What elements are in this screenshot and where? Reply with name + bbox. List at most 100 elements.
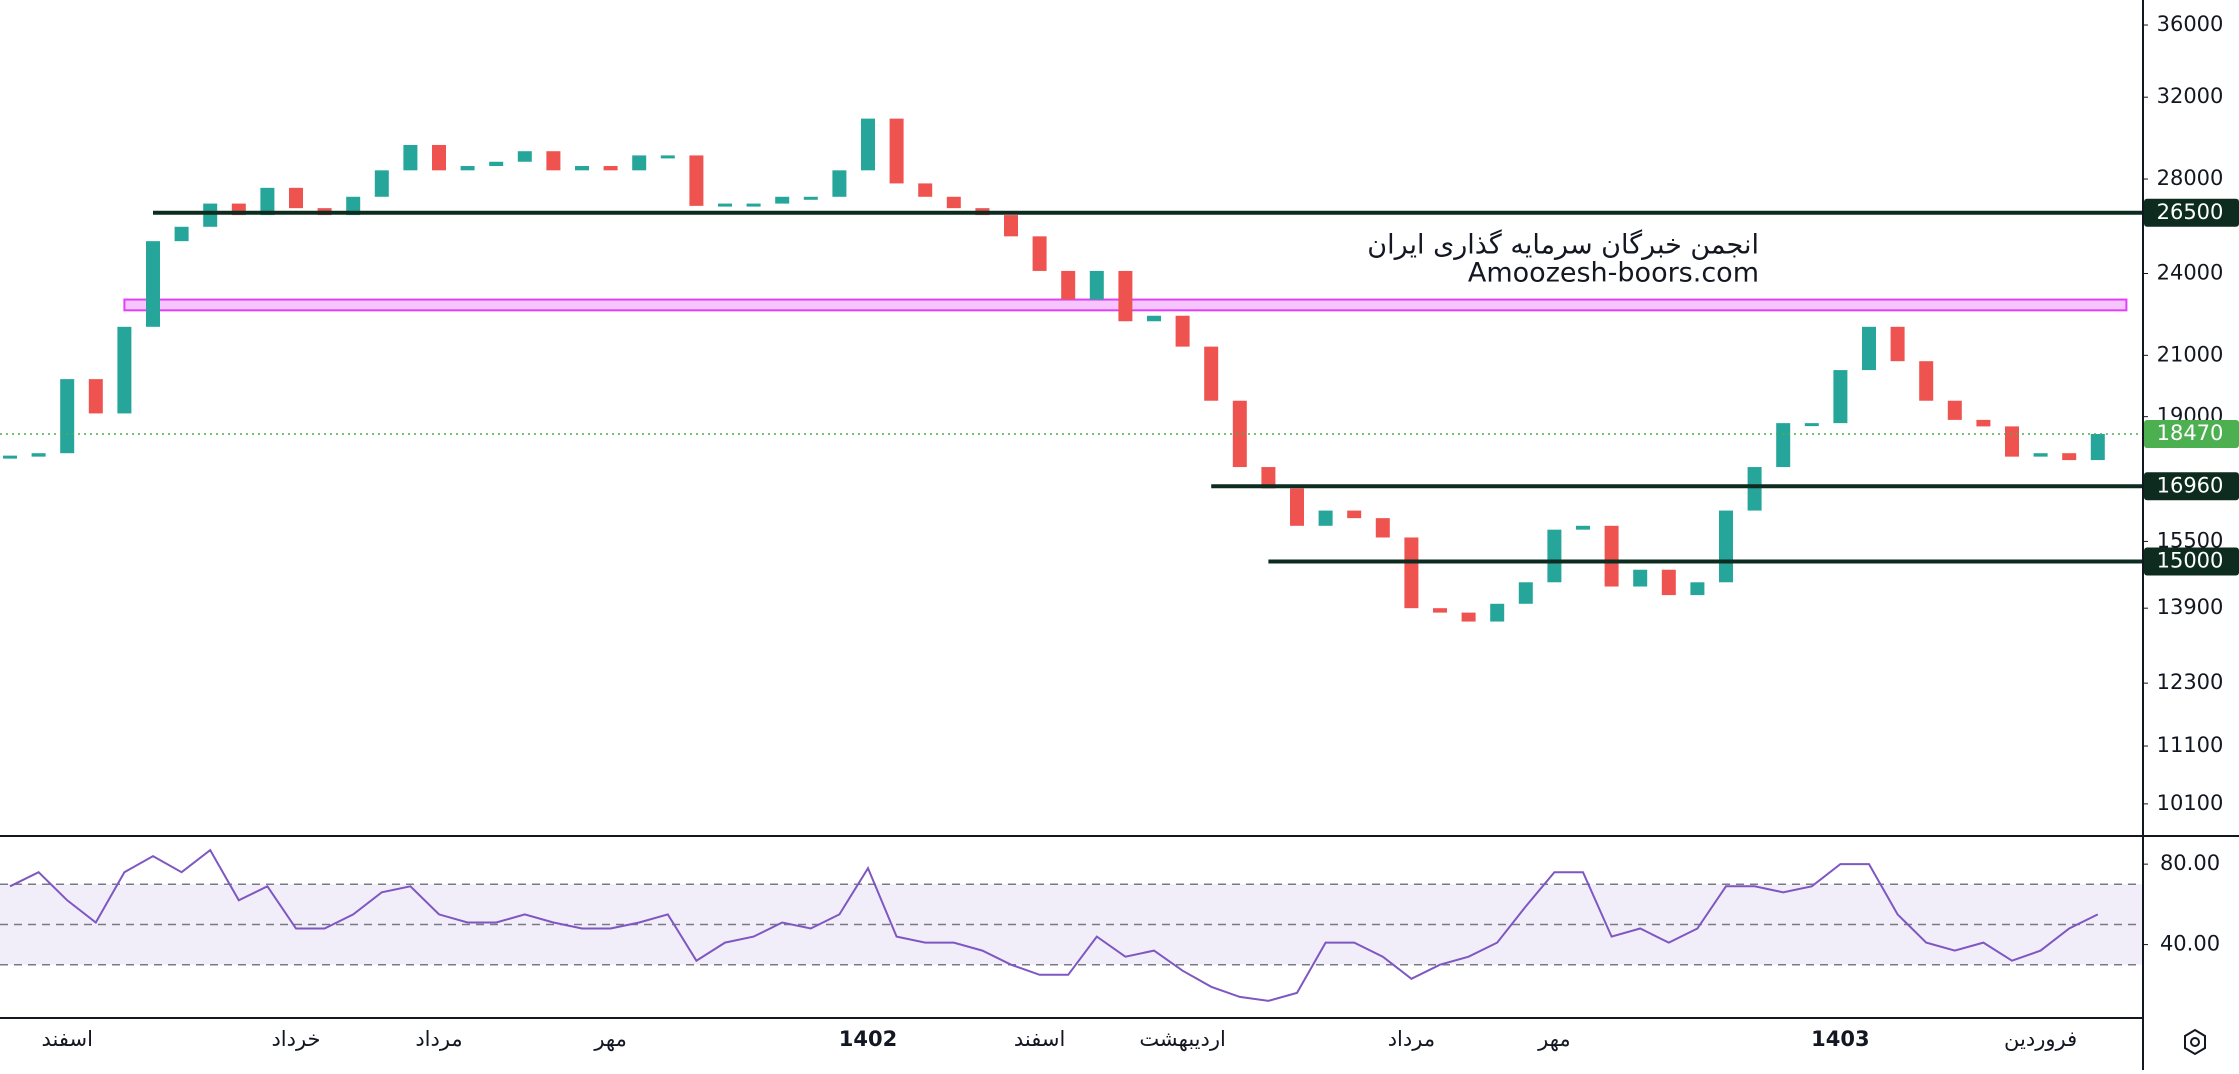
candle: [803, 196, 818, 200]
last-price-box: [2144, 419, 2239, 448]
settings-hexagon[interactable]: [2184, 1028, 2206, 1056]
y-tick-label: 80.00: [2160, 851, 2220, 875]
candle: [88, 379, 103, 414]
candle: [1604, 525, 1619, 587]
candle: [775, 196, 790, 204]
candle: [1089, 270, 1104, 300]
settings-icon[interactable]: [2184, 1028, 2206, 1056]
y-tick-label: 32000: [2157, 84, 2224, 108]
candle: [1347, 510, 1362, 519]
candle: [1261, 467, 1276, 489]
candle: [1061, 270, 1076, 300]
y-tick-label: 24000: [2157, 260, 2224, 284]
candle: [2005, 426, 2019, 457]
candle: [1576, 525, 1590, 530]
candle: [1147, 315, 1161, 322]
x-tick-label: اسفند: [1014, 1027, 1065, 1051]
candle: [1947, 400, 1962, 420]
y-tick-label: 36000: [2157, 12, 2224, 36]
candle: [1919, 361, 1934, 401]
x-tick-label: اردیبهشت: [1139, 1027, 1226, 1051]
y-tick-label: 13900: [2157, 595, 2224, 619]
price-label: 26500: [2157, 200, 2224, 224]
watermark: Amoozesh-boors.com: [1468, 258, 1759, 289]
settings-dot[interactable]: [2190, 1037, 2200, 1047]
candle: [489, 161, 504, 167]
candle: [260, 187, 275, 216]
watermark: انجمن خبرگان سرمایه گذاری ایران: [1367, 229, 1759, 261]
y-tick-label: 12300: [2157, 670, 2224, 694]
y-tick-label: 28000: [2157, 166, 2224, 190]
candle: [1118, 270, 1133, 322]
candle: [117, 326, 132, 414]
candle: [1776, 423, 1791, 468]
candle: [60, 379, 75, 454]
candle: [1690, 582, 1705, 596]
candle: [3, 455, 17, 459]
candle: [1804, 423, 1819, 427]
candle: [660, 155, 675, 159]
price-label-box: [2144, 547, 2239, 576]
candle: [1747, 467, 1762, 511]
last-price-label: 18470: [2157, 421, 2224, 445]
price-label: 16960: [2157, 473, 2224, 497]
candle: [746, 203, 761, 207]
y-tick-label: 21000: [2157, 342, 2224, 366]
candle: [1204, 346, 1219, 401]
y-tick-label: 40.00: [2160, 932, 2220, 956]
candle: [832, 170, 847, 197]
candle: [1976, 419, 1991, 427]
x-tick-label: مرداد: [1388, 1027, 1435, 1051]
x-tick-label: مرداد: [415, 1027, 462, 1051]
candle: [918, 183, 933, 197]
candle: [861, 118, 875, 171]
candle: [632, 155, 647, 171]
x-tick-label: مهر: [593, 1027, 627, 1051]
candle: [1862, 326, 1876, 371]
x-tick-label: مهر: [1537, 1027, 1571, 1051]
candle: [889, 118, 904, 184]
candle: [174, 226, 189, 242]
candle: [146, 241, 160, 327]
candle: [1175, 315, 1190, 347]
candle: [432, 144, 446, 171]
candle: [575, 166, 589, 171]
candle: [689, 155, 704, 206]
candle: [289, 187, 303, 209]
candle: [1633, 569, 1648, 587]
candle: [231, 203, 246, 216]
candle: [203, 203, 218, 227]
candle: [2033, 453, 2048, 457]
candle: [1290, 488, 1304, 526]
rsi-line: [9, 848, 2099, 1002]
x-tick-label: اسفند: [41, 1027, 92, 1051]
candle: [718, 203, 732, 207]
candle: [31, 453, 46, 457]
candle: [1004, 215, 1018, 237]
candle: [946, 196, 961, 209]
candle: [403, 144, 418, 171]
candle: [1232, 400, 1247, 468]
candle: [517, 151, 532, 162]
candle: [1547, 529, 1562, 583]
x-tick-label: خرداد: [271, 1027, 320, 1051]
x-tick-label: 1403: [1811, 1027, 1869, 1051]
candle: [1404, 537, 1419, 609]
price-label-box: [2144, 198, 2239, 227]
y-tick-label: 10100: [2157, 791, 2224, 815]
candle: [460, 166, 475, 171]
candle: [2062, 453, 2077, 461]
candle: [1890, 326, 1905, 362]
price-label-box: [2144, 472, 2239, 501]
candle: [1518, 582, 1533, 604]
candle: [1318, 510, 1333, 526]
x-tick-label: فروردین: [2004, 1027, 2077, 1051]
candle: [374, 170, 389, 197]
candle: [546, 151, 561, 171]
candle: [2090, 433, 2105, 461]
x-tick-label: 1402: [839, 1027, 897, 1051]
